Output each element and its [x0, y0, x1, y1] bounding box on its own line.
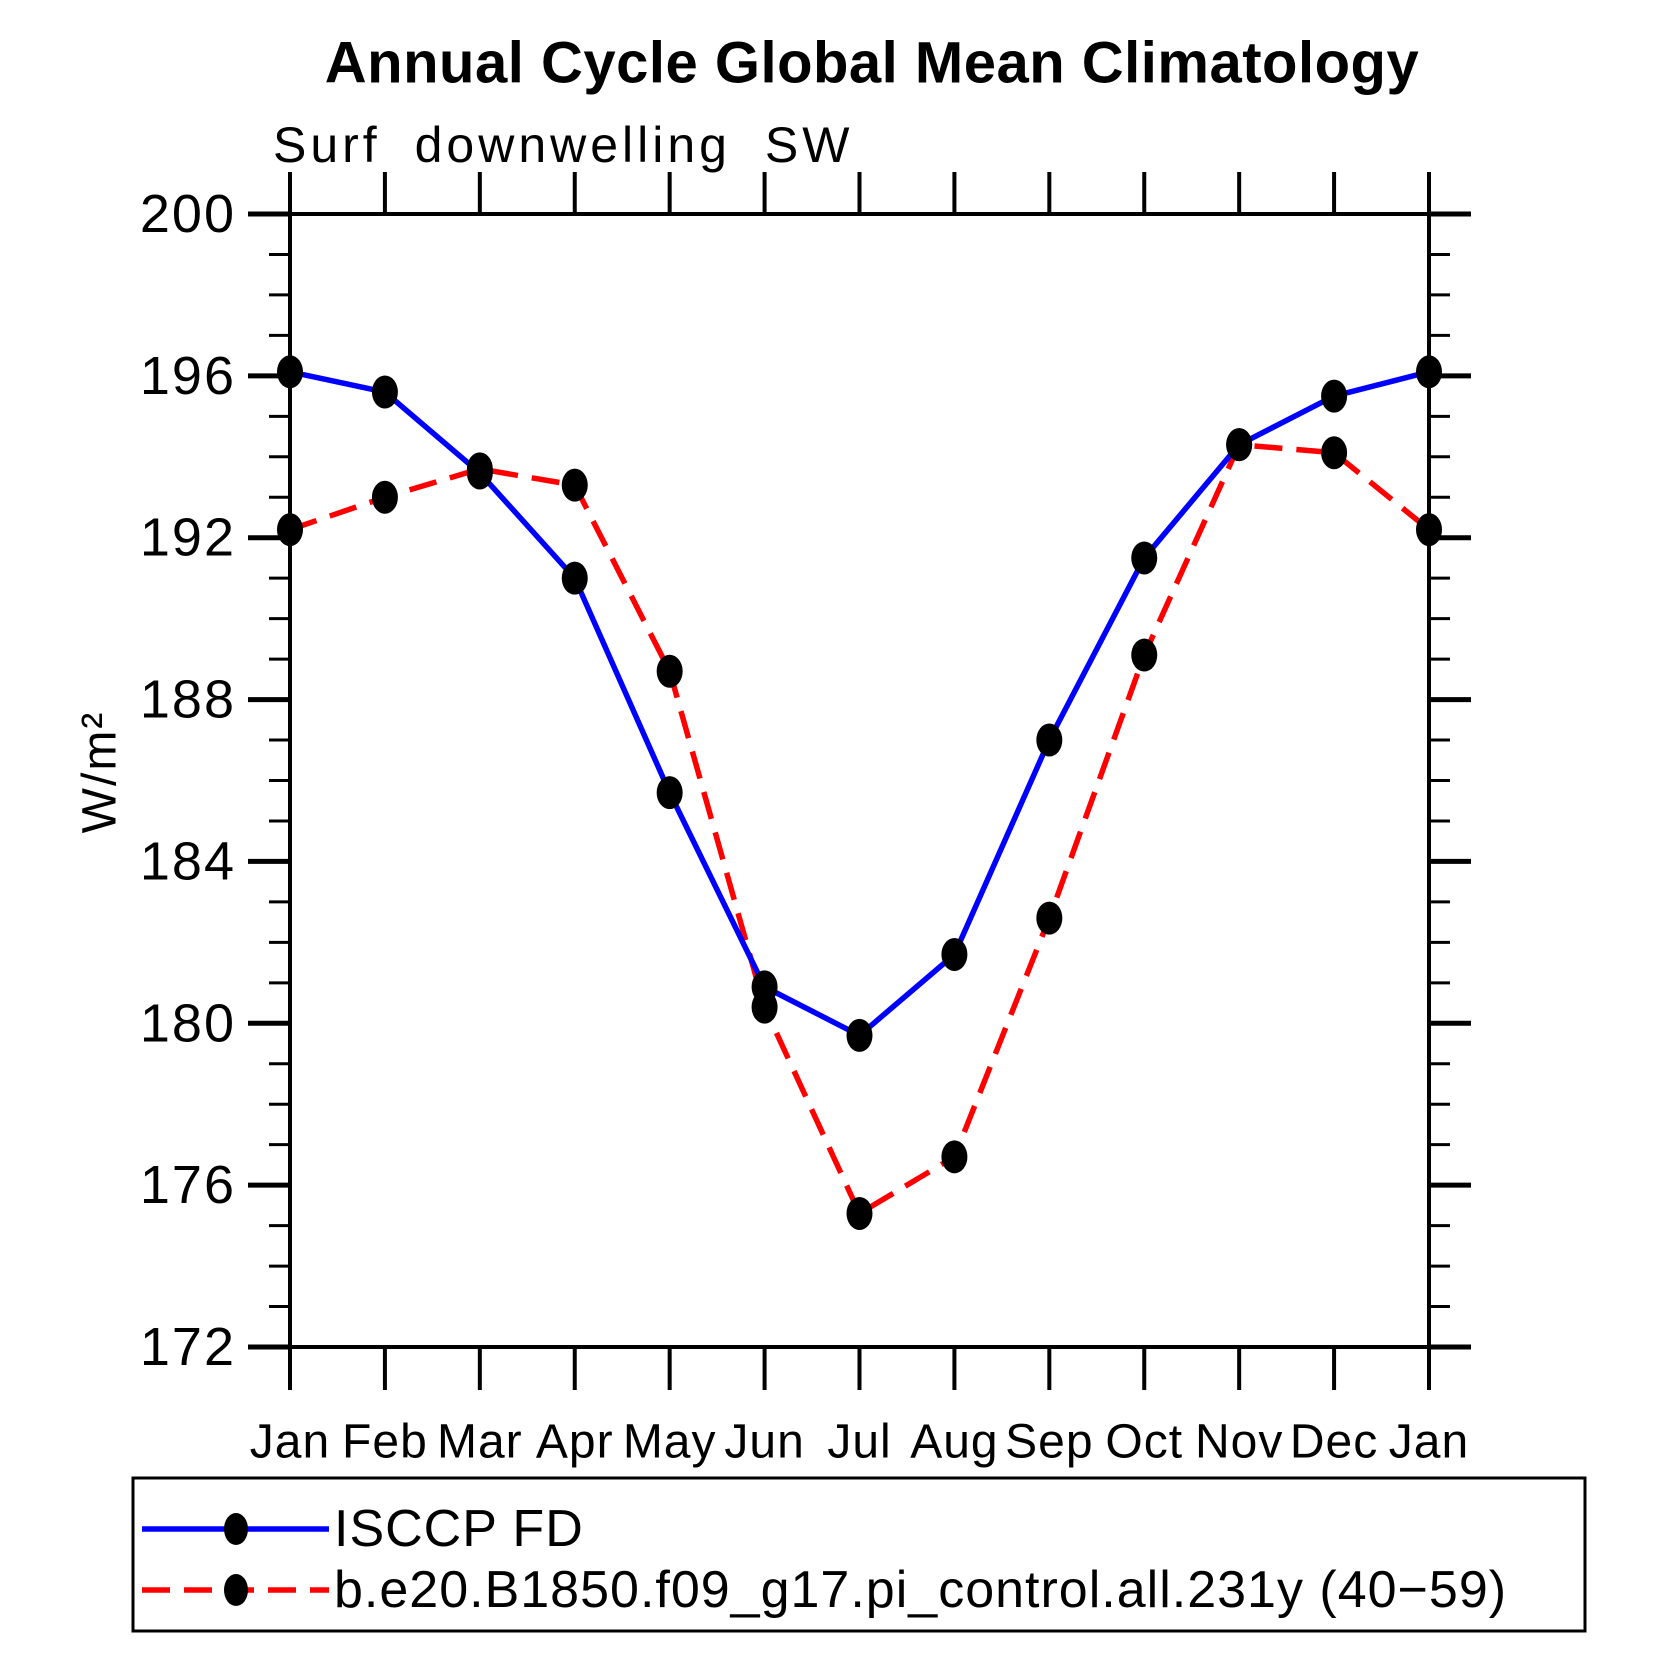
data-point-marker — [371, 375, 398, 409]
legend-group: ISCCP FD b.e20.B1850.f09_g17.pi_control.… — [131, 1476, 1587, 1633]
legend-label-isccp: ISCCP FD — [334, 1500, 584, 1558]
axis-ticks-group — [248, 172, 1471, 1390]
data-series-group — [289, 369, 1431, 1217]
data-point-marker — [656, 776, 683, 810]
plot-subtitle: Surf downwelling SW — [273, 117, 853, 173]
y-tick-label: 188 — [140, 670, 236, 730]
series-line-isccp-fd — [289, 369, 1430, 1039]
y-tick-label: 180 — [140, 993, 236, 1053]
data-point-marker — [941, 937, 968, 971]
y-tick-label: 196 — [140, 346, 236, 406]
x-tick-label: Feb — [342, 1416, 428, 1469]
x-tick-label: Jan — [250, 1416, 330, 1469]
legend-marker-icon — [224, 1574, 248, 1606]
data-point-marker — [941, 1140, 968, 1174]
plot-frame-group — [288, 212, 1431, 1349]
data-point-marker — [1321, 379, 1348, 413]
x-tick-label: Jul — [827, 1416, 891, 1469]
y-tick-label: 172 — [140, 1317, 236, 1377]
data-point-marker — [371, 480, 398, 514]
series-line-model — [289, 441, 1431, 1217]
x-tick-label: Apr — [536, 1416, 614, 1469]
data-point-marker — [561, 468, 588, 502]
x-tick-label: Mar — [437, 1416, 523, 1469]
x-tick-label: Dec — [1290, 1416, 1378, 1469]
y-tick-label: 184 — [140, 831, 236, 891]
y-tick-label: 192 — [140, 508, 236, 568]
data-point-marker — [846, 1196, 873, 1230]
x-tick-label: Oct — [1105, 1416, 1183, 1469]
data-point-marker — [1131, 638, 1158, 672]
x-tick-label: May — [623, 1416, 717, 1469]
data-point-marker — [1226, 428, 1253, 462]
data-point-marker — [751, 990, 778, 1024]
legend-marker-icon — [224, 1513, 248, 1545]
data-point-marker — [656, 654, 683, 688]
x-tick-label: Jan — [1389, 1416, 1469, 1469]
x-tick-label: Jun — [724, 1416, 804, 1469]
y-tick-label: 176 — [140, 1155, 236, 1215]
x-tick-label: Nov — [1195, 1416, 1283, 1469]
y-axis-title: W/m² — [74, 711, 127, 834]
data-markers-group — [277, 355, 1442, 1230]
data-point-marker — [1036, 723, 1063, 757]
data-point-marker — [1131, 541, 1158, 575]
x-tick-label: Sep — [1005, 1416, 1093, 1469]
x-tick-label: Aug — [910, 1416, 998, 1469]
y-tick-label: 200 — [140, 184, 236, 244]
data-point-marker — [1321, 436, 1348, 470]
page-title: Annual Cycle Global Mean Climatology — [325, 31, 1419, 96]
axis-tick-labels-group: Jan Feb Mar Apr May Jun Jul Aug Sep Oct Nov Dec Jan1… — [140, 184, 1469, 1469]
plot-frame — [288, 212, 1431, 1349]
data-point-marker — [1036, 901, 1063, 935]
legend-box — [131, 1476, 1587, 1633]
legend-label-model: b.e20.B1850.f09_g17.pi_control.all.231y … — [334, 1561, 1507, 1619]
data-point-marker — [846, 1018, 873, 1052]
data-point-marker — [561, 561, 588, 595]
data-point-marker — [466, 452, 493, 486]
